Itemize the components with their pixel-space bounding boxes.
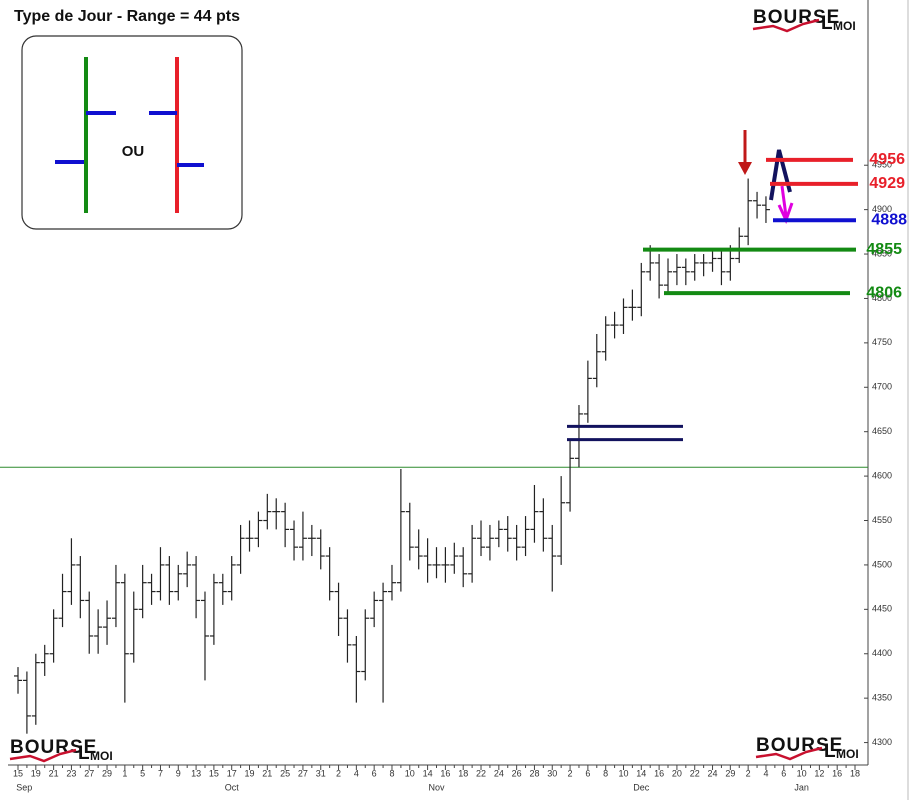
x-tick-label: 6 [585,768,590,778]
x-tick-label: 10 [618,768,628,778]
x-tick-label: 19 [31,768,41,778]
month-label: Jan [794,782,809,792]
x-tick-label: 22 [690,768,700,778]
y-tick-label: 4950 [872,160,892,170]
x-tick-label: 2 [746,768,751,778]
x-tick-label: 16 [832,768,842,778]
y-tick-label: 4400 [872,648,892,658]
y-tick-label: 4550 [872,515,892,525]
x-tick-label: 8 [389,768,394,778]
x-tick-label: 24 [494,768,504,778]
logo-sub: MOI [833,19,856,33]
x-tick-label: 13 [191,768,201,778]
x-tick-label: 15 [209,768,219,778]
level-label: 4855 [866,241,902,258]
x-tick-label: 10 [797,768,807,778]
level-label: 4888 [871,212,907,229]
x-tick-label: 6 [372,768,377,778]
x-tick-label: 8 [603,768,608,778]
x-tick-label: 16 [440,768,450,778]
x-tick-label: 29 [102,768,112,778]
x-tick-label: 31 [316,768,326,778]
y-tick-label: 4300 [872,737,892,747]
logo-l: L [824,741,836,762]
x-tick-label: 15 [13,768,23,778]
x-tick-label: 17 [227,768,237,778]
y-tick-label: 4600 [872,470,892,480]
x-tick-label: 12 [814,768,824,778]
x-tick-label: 14 [423,768,433,778]
x-tick-label: 4 [763,768,768,778]
x-tick-label: 27 [298,768,308,778]
x-tick-label: 30 [547,768,557,778]
month-label: Sep [16,782,32,792]
x-tick-label: 21 [49,768,59,778]
x-tick-label: 18 [850,768,860,778]
logo-swoosh [752,18,820,33]
logo-main: BOURSE [753,7,840,28]
x-tick-label: 2 [336,768,341,778]
x-tick-label: 2 [568,768,573,778]
chart-title: Type de Jour - Range = 44 pts [14,8,240,25]
logo-main: BOURSE [10,737,97,758]
logo-l: L [821,13,833,34]
x-tick-label: 14 [636,768,646,778]
y-tick-label: 4450 [872,604,892,614]
legend-box: OU [21,35,243,230]
y-tick-label: 4850 [872,248,892,258]
x-tick-label: 9 [176,768,181,778]
x-tick-label: 28 [529,768,539,778]
month-label: Nov [428,782,445,792]
y-tick-label: 4500 [872,559,892,569]
logo-l: L [78,743,90,764]
logo-main: BOURSE [756,735,843,756]
level-label: 4929 [869,175,905,192]
y-tick-label: 4700 [872,382,892,392]
level-label: 4806 [866,284,902,301]
legend-or: OU [122,143,145,160]
y-tick-label: 4800 [872,293,892,303]
x-tick-label: 6 [781,768,786,778]
y-tick-label: 4350 [872,693,892,703]
x-tick-label: 1 [122,768,127,778]
magenta-arrow [780,185,788,217]
x-tick-label: 27 [84,768,94,778]
y-tick-label: 4650 [872,426,892,436]
x-tick-label: 21 [262,768,272,778]
legend-frame [21,35,243,230]
x-tick-label: 19 [245,768,255,778]
x-tick-label: 26 [512,768,522,778]
x-tick-label: 29 [725,768,735,778]
y-tick-label: 4750 [872,337,892,347]
x-tick-label: 10 [405,768,415,778]
month-label: Dec [633,782,650,792]
level-label: 4956 [869,151,905,168]
x-tick-label: 7 [158,768,163,778]
x-tick-label: 22 [476,768,486,778]
x-tick-label: 18 [458,768,468,778]
x-tick-label: 4 [354,768,359,778]
x-tick-label: 16 [654,768,664,778]
y-tick-label: 4900 [872,204,892,214]
logo-swoosh [755,746,823,761]
logo-sub: MOI [90,749,113,763]
x-tick-label: 20 [672,768,682,778]
x-tick-label: 5 [140,768,145,778]
x-tick-label: 24 [708,768,718,778]
x-tick-label: 25 [280,768,290,778]
month-label: Oct [225,782,240,792]
logo-sub: MOI [836,747,859,761]
logo-swoosh [9,748,77,763]
x-tick-label: 23 [66,768,76,778]
red-arrow-head [738,162,752,175]
